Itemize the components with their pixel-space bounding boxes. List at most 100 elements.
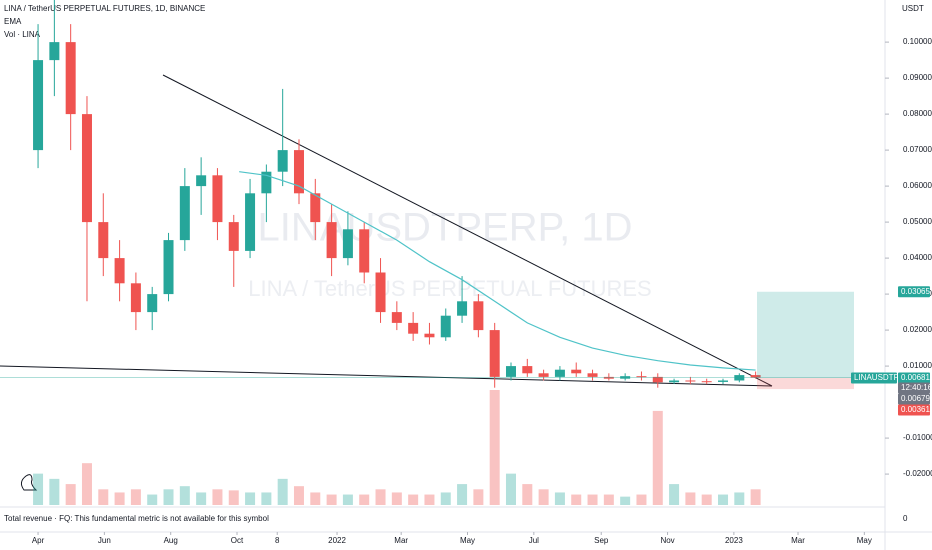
entry-label-bg (898, 393, 930, 405)
candle-body (277, 150, 288, 172)
x-tick-label: 2023 (725, 536, 743, 545)
volume-bar (163, 489, 174, 505)
x-tick-label: Jul (529, 536, 539, 545)
last-price-label-bg (898, 372, 930, 384)
candle-body (424, 333, 435, 338)
volume-bar (701, 494, 712, 505)
entry-label: 0.00679 (901, 394, 930, 403)
candle-body (293, 150, 304, 194)
volume-bar (33, 473, 44, 505)
y-tick-label: 0.01000 (903, 361, 932, 370)
candle-body (473, 301, 484, 331)
candle-body (342, 229, 353, 259)
x-tick-label: May (857, 536, 872, 545)
volume-bar (636, 494, 647, 505)
candle-body (718, 380, 729, 382)
y-tick-label: 0.04000 (903, 253, 932, 262)
volume-bar (212, 489, 223, 505)
candle-body (81, 114, 92, 223)
indicator-label: Vol · LINA (4, 30, 41, 39)
volume-bar (359, 494, 370, 505)
volume-bar (98, 489, 109, 505)
candle-body (685, 380, 696, 382)
volume-bar (245, 492, 256, 505)
x-tick-label: Jun (98, 536, 111, 545)
candle-body (147, 294, 158, 313)
ema-line (239, 171, 756, 371)
volume-bar (718, 494, 729, 505)
y-tick-label: -0.02000 (903, 469, 932, 478)
volume-bar (293, 486, 304, 505)
x-tick-label: Aug (164, 536, 178, 545)
volume-bar (326, 494, 337, 505)
candle-body (359, 229, 370, 273)
candle-body (652, 376, 663, 383)
volume-bar (554, 492, 565, 505)
candle-body (571, 369, 582, 374)
candle-body (163, 240, 174, 295)
y-tick-label: 0.08000 (903, 109, 932, 118)
volume-bar (391, 492, 402, 505)
volume-bar (81, 463, 92, 505)
volume-bar (440, 492, 451, 505)
candle-body (375, 272, 386, 313)
position-stop (757, 377, 854, 390)
logo (20, 474, 38, 491)
volume-bar (147, 494, 158, 505)
candle-body (587, 373, 598, 377)
candle-body (326, 222, 337, 259)
x-tick-label: Oct (231, 536, 244, 545)
volume-bar (408, 494, 419, 505)
volume-bar (587, 494, 598, 505)
y-tick-label: 0.06000 (903, 181, 932, 190)
volume-bar (669, 484, 680, 505)
trend-line (0, 365, 773, 387)
volume-bar (375, 489, 386, 505)
chart-title: LINA / TetherUS PERPETUAL FUTURES, 1D, B… (4, 4, 205, 13)
footer-value: 0 (903, 514, 908, 523)
y-tick-label: 0.07000 (903, 145, 932, 154)
candle-body (636, 376, 647, 378)
candle-body (701, 381, 712, 383)
candle-body (65, 42, 76, 115)
last-price-label: 0.00681 (901, 373, 930, 382)
candle-body (196, 175, 207, 187)
volume-bar (603, 494, 614, 505)
footer: Total revenue · FQ: This fundamental met… (4, 514, 269, 523)
volume-bar (179, 486, 190, 505)
countdown-label: 12:40:16 (901, 383, 932, 392)
candle-body (489, 330, 500, 377)
candle-body (457, 301, 468, 316)
volume-bar (652, 410, 663, 505)
y-tick-label: 0.10000 (903, 37, 932, 46)
volume-bar (620, 496, 631, 505)
target-label: 0.03065 (901, 287, 930, 296)
volume-bar (489, 390, 500, 505)
x-tick-label: Sep (594, 536, 609, 545)
candle-body (114, 258, 125, 284)
volume-bar (424, 494, 435, 505)
x-tick-label: Mar (394, 536, 408, 545)
x-tick-label: Apr (32, 536, 45, 545)
volume-bar (310, 492, 321, 505)
candle-body (554, 369, 565, 377)
candle-body (33, 60, 44, 151)
candle-body (750, 375, 761, 378)
watermark-subtitle: LINA / TetherUS PERPETUAL FUTURES (248, 276, 651, 301)
candle-body (179, 186, 190, 241)
volume-bar (342, 494, 353, 505)
volume-bar (473, 489, 484, 505)
volume-bar (130, 489, 141, 505)
candle-body (669, 380, 680, 383)
volume-bar (571, 494, 582, 505)
volume-bar (685, 492, 696, 505)
candle-body (505, 366, 516, 377)
candle-body (49, 42, 60, 61)
volume-bar (114, 492, 125, 505)
volume-bar (457, 484, 468, 505)
candle-body (245, 193, 256, 251)
candle-body (408, 322, 419, 334)
volume-bar (196, 492, 207, 505)
stop-label-bg (898, 404, 930, 416)
